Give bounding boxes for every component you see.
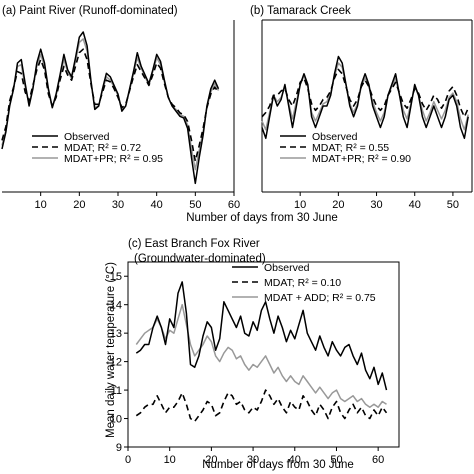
panel-c-y-tick-label: 14 <box>110 300 122 312</box>
panel-b-series-line-1 <box>261 55 469 140</box>
panel-c-series-line-3 <box>135 303 387 408</box>
panel-b-x-tick-label: 10 <box>294 199 306 211</box>
panel-c-y-tick-label: 13 <box>110 328 122 340</box>
panel-b-x-tick-label: 50 <box>447 199 459 211</box>
panel-c-y-tick-label: 12 <box>110 357 122 369</box>
panel-c-y-tick-label: 15 <box>110 271 122 283</box>
panel-c-plot-frame <box>127 261 400 448</box>
panel-b-legend-label: MDAT; R² = 0.55 <box>312 142 389 154</box>
panel-a-x-tick-label: 30 <box>112 199 124 211</box>
panel-c-series-line-1 <box>135 281 388 391</box>
top-shared-x-axis-title: Number of days from 30 June <box>186 212 338 224</box>
panel-c-x-tick-label: 20 <box>205 454 217 466</box>
panel-a-paint-river: (a) Paint River (Runoff-dominated) 10 20 3… <box>1 5 240 211</box>
panel-c-y-tick-label: 9 <box>116 442 122 454</box>
panel-b-title-text: Tamarack Creek <box>267 5 351 17</box>
panel-c-legend-label: MDAT; R² = 0.10 <box>264 277 341 289</box>
panel-a-x-tick-label: 50 <box>189 199 201 211</box>
panel-c-x-tick-label: 40 <box>289 454 301 466</box>
panel-a-title: (a) Paint River (Runoff-dominated) <box>2 5 178 17</box>
panel-c-legend-label: Observed <box>264 262 310 274</box>
panel-a-legend-label: MDAT+PR; R² = 0.95 <box>64 153 163 165</box>
panel-a-x-tick-label: 40 <box>151 199 163 211</box>
panel-b-x-tick-label: 30 <box>370 199 382 211</box>
panel-b-label: (b) <box>250 5 264 17</box>
panel-c-x-tick-label: 10 <box>164 454 176 466</box>
panel-a-legend-label: MDAT; R² = 0.72 <box>64 142 141 154</box>
panel-c-title-text: East Branch Fox River <box>145 238 260 250</box>
panel-a-series-line-3 <box>1 38 220 171</box>
panel-b-series-line-3 <box>261 62 469 131</box>
panel-a-x-tick-label: 10 <box>35 199 47 211</box>
panel-c-series-line-2 <box>135 389 388 423</box>
panel-c-x-axis-title: Number of days from 30 June <box>202 459 354 471</box>
panel-c-plot: 0 10 20 30 40 50 60 9 10 11 12 13 14 15 Observed MDAT; … <box>110 261 400 466</box>
panel-c-y-axis-title: Mean daily water temperature (°C) <box>105 262 117 438</box>
panel-b-tamarack-creek: (b) Tamarack Creek 10 20 30 40 50ObservedMDA… <box>250 5 473 211</box>
panel-b-title: (b) Tamarack Creek <box>250 5 351 17</box>
panel-b-x-tick-label: 40 <box>409 199 421 211</box>
panel-b-legend-label: MDAT+PR; R² = 0.90 <box>312 153 411 165</box>
panel-a-series-line-1 <box>1 31 220 185</box>
panel-c-y-tick-label: 11 <box>111 385 122 397</box>
panel-c-label: (c) <box>128 238 142 250</box>
panel-a-title-text: Paint River (Runoff-dominated) <box>19 5 177 17</box>
panel-c-subtitle: (Groundwater-dominated) <box>134 253 266 265</box>
panel-c-title: (c) East Branch Fox River <box>128 238 260 250</box>
panel-b-legend-label: Observed <box>312 131 358 143</box>
panel-a-series-line-2 <box>1 48 220 162</box>
panel-a-x-tick-label: 20 <box>73 199 85 211</box>
panel-c-y-tick-label: 10 <box>110 414 122 426</box>
panel-a-legend-label: Observed <box>64 131 110 143</box>
panel-c-x-tick-label: 30 <box>247 454 259 466</box>
panel-c-x-tick-label: 60 <box>372 454 384 466</box>
panel-c-east-branch-fox-river: (c) East Branch Fox River (Groundwater-d… <box>105 238 400 471</box>
panel-c-x-tick-label: 50 <box>330 454 342 466</box>
panel-c-legend-label: MDAT + ADD; R² = 0.75 <box>264 292 376 304</box>
panel-b-x-tick-label: 20 <box>332 199 344 211</box>
panel-a-label: (a) <box>2 5 16 17</box>
panel-a-x-tick-label: 60 <box>228 199 240 211</box>
panel-c-x-tick-label: 0 <box>125 454 131 466</box>
